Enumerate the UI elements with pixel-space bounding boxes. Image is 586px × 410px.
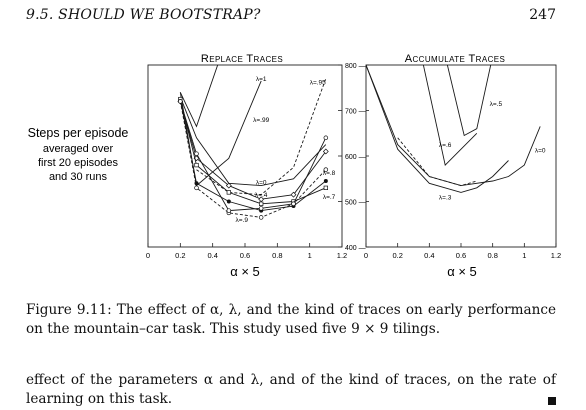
replace-y-tick-label: 600 — (345, 154, 366, 161)
accumulate-series-line-4 (366, 65, 509, 193)
left-x-axis-label: α × 5 (230, 264, 260, 279)
replace-data-point (194, 162, 199, 168)
replace-data-point (258, 196, 265, 203)
replace-series-line-6 (179, 99, 327, 212)
replace-x-tick-label: 0.2 (175, 251, 185, 260)
replace-data-point (259, 201, 264, 206)
replace-x-tick-label: 1 (308, 251, 312, 260)
accumulate-plot-frame (365, 64, 557, 248)
replace-series-line-5 (179, 101, 327, 200)
right-x-axis-label: α × 5 (447, 264, 477, 279)
accumulate-x-tick-label: 0.4 (424, 251, 434, 260)
accumulate-series-label: λ=0 (535, 147, 546, 154)
replace-series-label: λ=.4 (255, 192, 268, 199)
replace-series-label: λ=.95 (310, 80, 326, 87)
replace-series-label: λ=.99 (253, 117, 269, 124)
side-label-line-3: first 20 episodes (38, 157, 119, 169)
replace-series-line-2 (179, 80, 262, 187)
accumulate-traces-panel: 0 0.2 0.4 0.6 0.8 1 1.2 λ=.5 λ=.6 λ=0 λ=.3 (364, 64, 561, 260)
replace-series-label: λ=.9 (236, 217, 249, 224)
replace-series-line-8 (179, 101, 327, 218)
replace-series-label: λ=.8 (323, 170, 336, 177)
body-paragraph-text: effect of the parameters α and λ, and of… (26, 372, 556, 407)
replace-series-line-7 (179, 98, 326, 205)
replace-series-line-1 (179, 65, 219, 128)
accumulate-x-tick-label: 0.2 (392, 251, 402, 260)
replace-series-line-4 (179, 96, 327, 187)
accumulate-series-line-1 (446, 65, 492, 137)
page-header: 9.5. SHOULD WE BOOTSTRAP? 247 (26, 7, 556, 27)
accumulate-series-line-2 (422, 65, 478, 167)
accumulate-x-tick-label: 1 (522, 251, 526, 260)
replace-y-tick-label: 800 — (345, 63, 366, 70)
accumulate-x-tick-label: 1.2 (551, 251, 561, 260)
replace-data-point (291, 201, 296, 207)
replace-data-point (178, 99, 183, 104)
accumulate-x-tick-label: 0.6 (456, 251, 466, 260)
replace-data-point (323, 185, 328, 191)
figure-svg: Steps per episode averaged over first 20… (28, 53, 562, 279)
replace-series-group (177, 65, 329, 220)
replace-series-line-3 (196, 78, 327, 196)
accumulate-series-line-5 (397, 137, 477, 187)
replace-x-tick-label: 0.6 (240, 251, 250, 260)
replace-data-point (226, 208, 232, 213)
replace-data-point (323, 135, 329, 141)
side-label-line-1: Steps per episode (28, 126, 129, 140)
accumulate-series-label: λ=.3 (439, 195, 452, 202)
side-label-line-2: averaged over (43, 143, 114, 155)
end-of-proof-mark (548, 397, 556, 405)
replace-series-label: λ=.7 (323, 194, 336, 201)
replace-y-tick-label: 400 — (345, 245, 366, 252)
accumulate-x-tick-label: 0 (364, 251, 368, 260)
replace-data-point (258, 206, 264, 211)
replace-series-label: λ=1 (256, 76, 267, 83)
side-label-line-4: and 30 runs (49, 171, 108, 183)
figure-9-11: Steps per episode averaged over first 20… (0, 40, 586, 290)
replace-data-point (323, 179, 328, 184)
replace-data-point (225, 182, 232, 189)
left-panel-title: Replace Traces (201, 53, 283, 65)
accumulate-series-label: λ=.5 (490, 101, 503, 108)
replace-series-label: λ=0 (256, 180, 267, 187)
page-number: 247 (529, 7, 556, 23)
replace-data-point (323, 167, 329, 172)
figure-caption: Figure 9.11: The effect of α, λ, and the… (26, 302, 556, 337)
replace-data-point (258, 215, 264, 220)
accumulate-series-label: λ=.6 (439, 142, 452, 149)
replace-x-tick-label: 0.4 (207, 251, 217, 260)
replace-series-line-9 (179, 101, 327, 212)
replace-data-point (226, 190, 231, 195)
replace-data-point (194, 151, 199, 156)
replace-y-tick-label: 500 — (345, 200, 366, 207)
replace-y-tick-label: 700 — (345, 109, 366, 116)
running-head: 9.5. SHOULD WE BOOTSTRAP? (26, 7, 261, 23)
replace-x-tick-label: 0.8 (272, 251, 282, 260)
replace-data-point (290, 191, 297, 198)
replace-x-tick-label: 0 (146, 251, 150, 260)
replace-data-point (322, 148, 329, 155)
body-paragraph: effect of the parameters α and λ, and of… (26, 371, 556, 409)
accumulate-series-group (366, 65, 541, 193)
replace-data-point (226, 199, 231, 204)
accumulate-series-line-3 (366, 65, 541, 187)
replace-x-tick-label: 1.2 (337, 251, 347, 260)
replace-data-point (194, 185, 199, 191)
right-panel-title: Accumulate Traces (405, 53, 505, 65)
accumulate-x-tick-label: 0.8 (487, 251, 497, 260)
